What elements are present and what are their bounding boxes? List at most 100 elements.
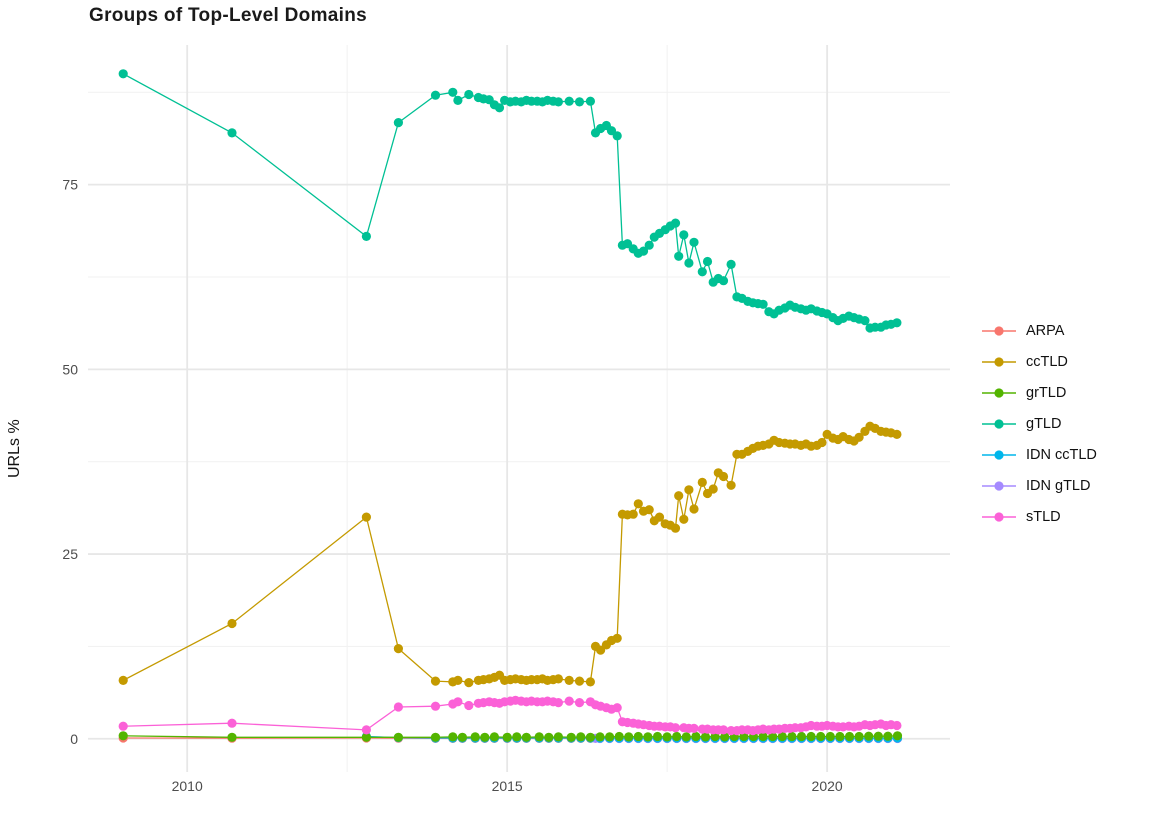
data-point xyxy=(672,731,682,742)
data-point xyxy=(689,237,699,247)
series-gtld xyxy=(118,69,902,333)
data-point xyxy=(670,523,681,533)
data-point xyxy=(697,477,707,487)
data-point xyxy=(670,723,681,733)
data-point xyxy=(361,512,371,522)
legend: ARPA ccTLD grTLD gTLD IDN ccTLD IDN gTLD sTLD xyxy=(982,315,1097,532)
chart-title: Groups of Top-Level Domains xyxy=(89,5,367,26)
data-point xyxy=(453,697,463,707)
data-point xyxy=(393,644,403,654)
data-point xyxy=(835,731,845,742)
data-point xyxy=(585,677,596,687)
data-point xyxy=(883,731,893,741)
data-point xyxy=(361,725,371,735)
data-point xyxy=(844,731,855,742)
x-tick-label: 2010 xyxy=(172,778,203,794)
data-point xyxy=(361,231,371,241)
data-point xyxy=(227,618,237,629)
legend-key-icon xyxy=(982,356,1016,367)
gridlines-minor xyxy=(88,45,950,772)
legend-key-dot xyxy=(994,387,1004,398)
legend-key-dot xyxy=(994,449,1004,460)
data-point xyxy=(652,731,663,742)
data-point xyxy=(553,97,564,107)
data-point xyxy=(464,700,474,711)
legend-label: sTLD xyxy=(1026,508,1061,525)
data-point xyxy=(585,96,596,106)
y-tick-label: 75 xyxy=(62,177,78,193)
data-point xyxy=(689,504,699,514)
data-point xyxy=(644,240,654,250)
data-point xyxy=(864,731,874,741)
data-point xyxy=(464,89,474,100)
data-point xyxy=(816,731,826,742)
data-point xyxy=(564,675,574,686)
legend-label: grTLD xyxy=(1026,384,1067,401)
data-point xyxy=(393,732,403,742)
data-point xyxy=(892,318,902,328)
data-point xyxy=(576,732,586,742)
data-point xyxy=(470,732,480,742)
legend-key-icon xyxy=(982,325,1016,336)
data-point xyxy=(628,509,638,519)
data-point xyxy=(684,485,694,495)
data-point xyxy=(691,731,701,742)
data-point xyxy=(521,732,532,742)
data-point xyxy=(457,732,467,742)
tick-labels: 0 25 50 75 2010 2015 2020 xyxy=(62,177,842,794)
data-point xyxy=(758,731,768,742)
legend-item-arpa: ARPA xyxy=(982,315,1097,346)
y-tick-label: 50 xyxy=(62,361,78,377)
legend-label: IDN gTLD xyxy=(1026,477,1091,494)
data-point xyxy=(892,720,902,731)
legend-key-icon xyxy=(982,480,1016,491)
data-point xyxy=(689,723,699,734)
data-point xyxy=(708,484,718,494)
legend-item-stld: sTLD xyxy=(982,501,1097,532)
data-point xyxy=(718,471,729,482)
legend-key-icon xyxy=(982,387,1016,398)
data-point xyxy=(644,505,654,515)
data-point xyxy=(854,432,864,442)
data-point xyxy=(564,96,574,106)
data-point xyxy=(393,118,403,128)
data-point xyxy=(118,731,128,741)
data-point xyxy=(700,732,711,742)
gridlines-major xyxy=(88,45,950,772)
data-point xyxy=(553,698,564,708)
y-axis-title: URLs % xyxy=(6,419,23,478)
data-point xyxy=(612,703,622,713)
data-point xyxy=(430,90,441,100)
data-point xyxy=(595,732,605,742)
data-point xyxy=(638,246,649,256)
data-point xyxy=(892,429,902,439)
data-point xyxy=(574,698,585,708)
data-point xyxy=(585,732,596,742)
legend-label: IDN ccTLD xyxy=(1026,446,1097,463)
data-point xyxy=(605,732,615,742)
data-point xyxy=(494,103,505,113)
data-point xyxy=(361,732,371,742)
data-point xyxy=(624,732,634,742)
legend-key-icon xyxy=(982,511,1016,522)
data-point xyxy=(614,731,624,742)
data-point xyxy=(697,267,707,277)
legend-key-dot xyxy=(994,356,1004,367)
data-point xyxy=(679,514,689,524)
data-point xyxy=(787,731,797,742)
x-tick-label: 2015 xyxy=(492,778,523,794)
data-point xyxy=(502,732,512,742)
data-point xyxy=(674,251,684,261)
legend-item-idn-cctld: IDN ccTLD xyxy=(982,439,1097,470)
x-tick-label: 2020 xyxy=(812,778,843,794)
data-point xyxy=(553,674,564,684)
data-point xyxy=(679,230,689,240)
series-cctld xyxy=(118,421,902,688)
data-point xyxy=(796,731,807,742)
data-point xyxy=(393,702,403,712)
y-tick-label: 25 xyxy=(62,546,78,562)
data-point xyxy=(564,696,574,706)
data-point xyxy=(534,732,544,742)
legend-item-idn-gtld: IDN gTLD xyxy=(982,470,1097,501)
data-point xyxy=(633,731,643,742)
